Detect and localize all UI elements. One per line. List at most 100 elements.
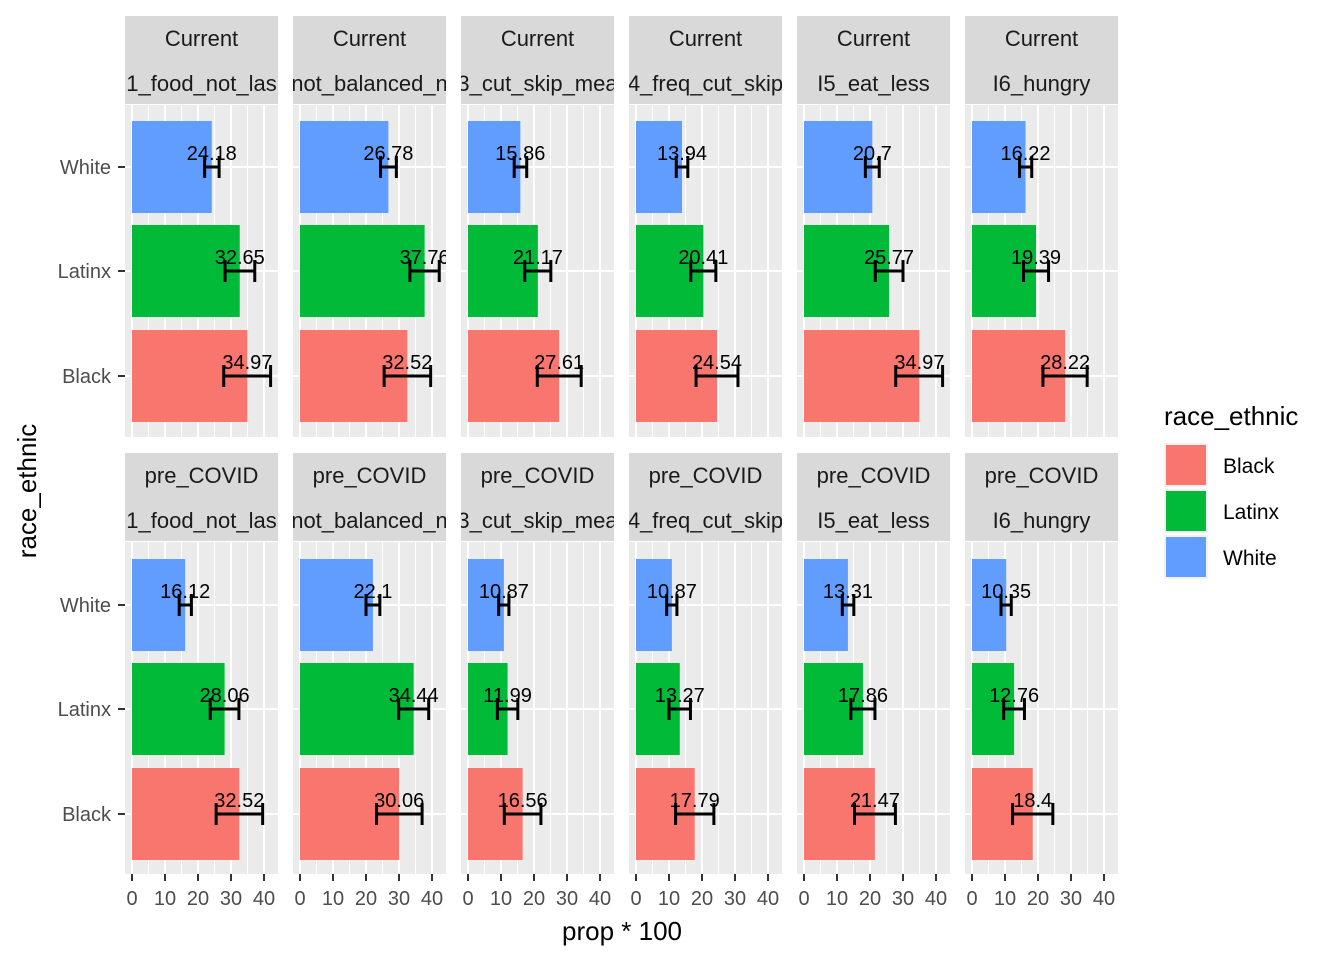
facet-strip-time: pre_COVID [985, 463, 1099, 488]
error-bar [203, 156, 221, 178]
facet-strip [965, 453, 1118, 541]
x-axis-title: prop * 100 [562, 916, 682, 946]
x-tick-label: 0 [798, 888, 809, 910]
error-bar [849, 698, 877, 720]
panel-Current-I5_eat_less: Current I5_eat_less 20.7 25.77 34.97 [797, 16, 953, 437]
facet-strip-time: pre_COVID [649, 463, 763, 488]
bar-white [300, 121, 389, 213]
panel-pre_COVID-1_food_not_las: pre_COVID 1_food_not_las 16.12 28.06 32.52 [125, 453, 281, 874]
error-bar [512, 156, 529, 178]
facet-strip [125, 453, 278, 541]
bar-latinx [300, 663, 414, 755]
facet-strip-item: I5_eat_less [817, 508, 930, 533]
x-tick-label: 40 [589, 888, 611, 910]
data-label: 34.97 [894, 352, 944, 374]
error-bar [1011, 803, 1055, 825]
panel-Current-4_freq_cut_skip: Current 4_freq_cut_skip 13.94 20.41 24.54 [628, 16, 785, 437]
error-bar [223, 260, 257, 282]
data-label: 30.06 [374, 790, 424, 812]
y-axis: White Latinx Black White Latinx Black [58, 157, 125, 826]
facet-strip-item: 3_cut_skip_mea [457, 71, 618, 96]
error-bar [1002, 698, 1026, 720]
facet-strip [629, 16, 782, 104]
x-tick-label: 10 [826, 888, 848, 910]
x-tick-label: 0 [630, 888, 641, 910]
x-tick-label: 20 [1027, 888, 1049, 910]
x-tick-label: 10 [994, 888, 1016, 910]
x-tick-label: 30 [892, 888, 914, 910]
data-label: 10.35 [981, 581, 1031, 603]
facet-strip-time: Current [1005, 26, 1078, 51]
error-bar [1018, 156, 1034, 178]
error-bar [375, 803, 424, 825]
y-axis-title: race_ethnic [12, 424, 42, 558]
data-label: 16.22 [1000, 143, 1050, 165]
panel-pre_COVID-3_cut_skip_mea: pre_COVID 3_cut_skip_mea 10.87 11.99 16.56 [457, 453, 618, 874]
error-bar [674, 156, 690, 178]
error-bar [495, 698, 520, 720]
error-bar [863, 156, 881, 178]
x-tick-label: 40 [421, 888, 443, 910]
x-tick-label: 30 [1060, 888, 1082, 910]
panel-Current-3_cut_skip_mea: Current 3_cut_skip_mea 15.86 21.17 27.61 [457, 16, 618, 437]
error-bar [397, 698, 431, 720]
bar-white [300, 559, 373, 651]
bar-white [132, 559, 186, 651]
facet-strip [629, 453, 782, 541]
bar-white [636, 121, 683, 213]
data-label: 20.41 [678, 247, 728, 269]
facet-strip-item: 3_cut_skip_mea [457, 508, 618, 533]
bar-white [804, 559, 848, 651]
panel-Current-I6_hungry: Current I6_hungry 16.22 19.39 28.22 [965, 16, 1121, 437]
x-tick-label: 20 [859, 888, 881, 910]
data-label: 16.56 [498, 790, 548, 812]
facet-strip-time: pre_COVID [481, 463, 595, 488]
legend-key-latinx [1166, 491, 1206, 531]
x-axis: 0 10 20 30 40 0 10 20 30 40 0 10 20 30 40 0 10 20 30 40 0 10 2… [126, 874, 1115, 910]
data-label: 27.61 [534, 352, 584, 374]
y-tick-label: White [60, 595, 111, 617]
legend-label: White [1223, 547, 1277, 570]
x-tick-label: 10 [490, 888, 512, 910]
facet-strip-time: Current [669, 26, 742, 51]
x-tick-label: 0 [462, 888, 473, 910]
data-label: 20.7 [853, 143, 892, 165]
data-label: 11.99 [483, 685, 532, 707]
panel-pre_COVID-not_balanced_n: pre_COVID not_balanced_n 22.1 34.44 30.06 [293, 453, 449, 874]
data-label: 13.94 [657, 143, 707, 165]
panel-pre_COVID-4_freq_cut_skip: pre_COVID 4_freq_cut_skip 10.87 13.27 17.79 [629, 453, 785, 874]
y-tick-label: Black [62, 366, 112, 388]
x-tick-label: 20 [187, 888, 209, 910]
facet-strip-item: 1_food_not_las [126, 71, 276, 96]
bar-white [468, 121, 521, 213]
error-bar [873, 260, 905, 282]
facet-strip-item: 1_food_not_las [126, 508, 276, 533]
y-tick-label: White [60, 157, 111, 179]
legend-key-black [1166, 445, 1206, 485]
x-tick-label: 20 [523, 888, 545, 910]
data-label: 17.79 [670, 790, 720, 812]
x-tick-label: 0 [294, 888, 305, 910]
facet-strip-item: 4_freq_cut_skip [628, 71, 783, 96]
legend-label: Black [1223, 455, 1275, 478]
facet-strip-item: I6_hungry [993, 71, 1091, 96]
panel-Current-1_food_not_las: Current 1_food_not_las 24.18 32.65 34.97 [125, 16, 281, 437]
data-label: 26.78 [363, 143, 413, 165]
x-tick-label: 0 [966, 888, 977, 910]
error-bar [1021, 260, 1051, 282]
error-bar [177, 594, 193, 616]
data-label: 19.39 [1011, 247, 1061, 269]
error-bar [208, 698, 241, 720]
error-bar [382, 365, 433, 387]
x-tick-label: 30 [388, 888, 410, 910]
data-label: 17.86 [838, 685, 888, 707]
x-tick-label: 30 [556, 888, 578, 910]
error-bar [694, 365, 740, 387]
legend-keys: Black Latinx White [1164, 443, 1280, 579]
data-label: 34.97 [222, 352, 272, 374]
error-bar [852, 803, 897, 825]
data-label: 21.17 [513, 247, 563, 269]
x-tick-label: 20 [691, 888, 713, 910]
